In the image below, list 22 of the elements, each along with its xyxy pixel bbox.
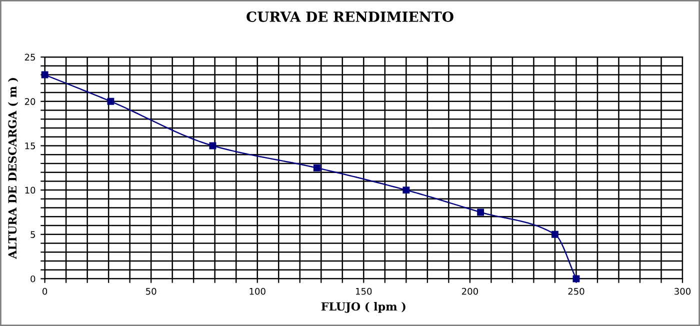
- point: [209, 142, 216, 150]
- x-tick-label: 150: [356, 288, 372, 295]
- y-tick-label: 5: [30, 231, 35, 238]
- point: [477, 208, 484, 216]
- x-tick-label: 200: [462, 288, 478, 295]
- y-tick-label: 15: [25, 142, 35, 150]
- point: [551, 230, 558, 238]
- y-tick-label: 20: [24, 98, 36, 105]
- point: [313, 164, 320, 172]
- x-tick-label: 300: [674, 288, 691, 295]
- x-tick-label: 50: [146, 288, 156, 295]
- y-tick-label: 0: [30, 275, 36, 282]
- x-tick-label: 250: [568, 288, 584, 295]
- y-axis-title: ALTURA DE DESCARGA ( m ): [8, 78, 18, 259]
- x-tick-label: 0: [42, 288, 48, 295]
- point: [107, 98, 114, 105]
- y-tick-label: 25: [24, 54, 35, 61]
- x-axis-title: FLUJO ( lpm ): [321, 302, 406, 313]
- chart-title: CURVA DE RENDIMIENTO: [246, 11, 454, 22]
- y-tick-label: 10: [25, 186, 36, 194]
- point: [402, 186, 410, 194]
- x-tick-label: 100: [250, 288, 266, 295]
